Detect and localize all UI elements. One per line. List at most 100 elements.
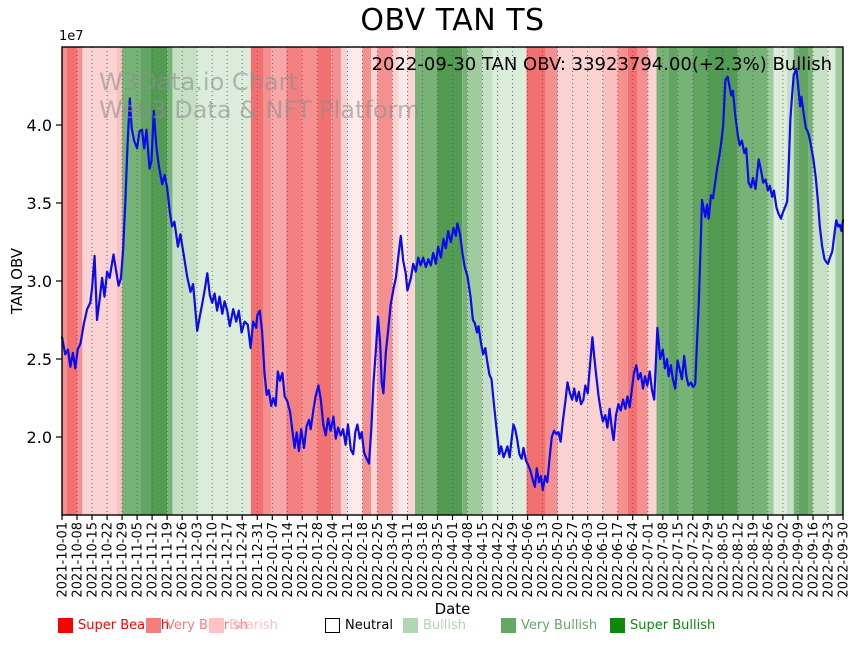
- x-tick-label: 2021-12-03: [191, 522, 206, 598]
- x-tick-label: 2022-06-03: [581, 522, 596, 598]
- sentiment-band: [66, 47, 77, 515]
- sentiment-band: [787, 47, 794, 515]
- sentiment-band: [151, 47, 168, 515]
- x-tick-label: 2022-07-29: [701, 522, 716, 598]
- legend-swatch-neutral: [325, 618, 340, 633]
- sentiment-band: [317, 47, 332, 515]
- x-tick-label: 2022-01-21: [296, 522, 311, 598]
- sentiment-band: [250, 47, 264, 515]
- sentiment-band: [371, 47, 378, 515]
- sentiment-band: [415, 47, 438, 515]
- x-tick-label: 2022-08-05: [716, 522, 731, 598]
- x-tick-label: 2022-01-28: [311, 522, 326, 598]
- sentiment-band: [808, 47, 813, 515]
- x-tick-label: 2022-09-30: [837, 522, 852, 598]
- x-tick-label: 2022-07-08: [656, 522, 671, 598]
- x-tick-label: 2022-05-27: [566, 522, 581, 598]
- x-tick-label: 2021-10-22: [101, 522, 116, 598]
- x-tick-label: 2022-08-19: [746, 522, 761, 598]
- x-tick-label: 2021-12-31: [251, 522, 266, 598]
- y-tick-label: 2.0: [27, 428, 52, 447]
- sentiment-band: [362, 47, 371, 515]
- x-tick-label: 2022-04-22: [491, 522, 506, 598]
- sentiment-band: [462, 47, 468, 515]
- x-tick-label: 2022-02-18: [356, 522, 371, 598]
- sentiment-band: [467, 47, 483, 515]
- obv-line: [60, 67, 845, 492]
- legend-item-bullish: Bullish: [403, 618, 466, 633]
- sentiment-band: [767, 47, 774, 515]
- y-tick-label: 4.0: [27, 116, 52, 135]
- sentiment-band: [271, 47, 287, 515]
- sentiment-band: [637, 47, 648, 515]
- legend-label: Very Bearish: [166, 618, 248, 633]
- x-tick-label: 2022-04-01: [446, 522, 461, 598]
- x-tick-label: 2022-03-11: [401, 522, 416, 598]
- sentiment-band: [545, 47, 558, 515]
- sentiment-band: [798, 47, 809, 515]
- x-tick-label: 2022-06-17: [611, 522, 626, 598]
- x-tick-label: 2021-10-01: [56, 522, 71, 598]
- x-tick-label: 2022-02-25: [371, 522, 386, 598]
- x-tick-label: 2021-11-26: [176, 522, 191, 598]
- x-axis-label: Date: [434, 600, 471, 618]
- legend-item-neutral: Neutral: [325, 618, 393, 633]
- x-tick-label: 2021-11-12: [146, 522, 161, 598]
- x-tick-label: 2022-02-04: [326, 522, 341, 598]
- legend-swatch-bullish: [403, 618, 418, 633]
- legend-item-very-bullish: Very Bullish: [501, 618, 597, 633]
- x-tick-label: 2022-06-24: [626, 522, 641, 598]
- x-tick-label: 2022-08-26: [761, 522, 776, 598]
- sentiment-band: [398, 47, 408, 515]
- x-tick-label: 2022-03-18: [416, 522, 431, 598]
- sentiment-band: [602, 47, 618, 515]
- legend-label: Very Bullish: [521, 618, 598, 633]
- legend-swatch-bearish: [209, 618, 224, 633]
- latest-value-annotation: 2022-09-30 TAN OBV: 33923794.00(+2.3%) B…: [371, 54, 832, 75]
- sentiment-band: [263, 47, 272, 515]
- x-tick-label: 2022-05-13: [536, 522, 551, 598]
- legend-swatch-super-bullish: [610, 618, 625, 633]
- y-axis-offset-label: 1e7: [59, 29, 84, 44]
- legend-label: Neutral: [345, 618, 393, 633]
- sentiment-band: [793, 47, 799, 515]
- legend: Super Bearish Very Bearish Bearish Neutr…: [0, 618, 853, 642]
- x-tick-label: 2022-09-23: [822, 522, 837, 598]
- x-tick-label: 2022-05-06: [521, 522, 536, 598]
- legend-label: Bearish: [229, 618, 278, 633]
- x-tick-label: 2022-04-08: [461, 522, 476, 598]
- sentiment-band: [172, 47, 198, 515]
- sentiment-band: [340, 47, 348, 515]
- x-tick-label: 2021-10-29: [116, 522, 131, 598]
- sentiment-band: [737, 47, 768, 515]
- legend-swatch-super-bearish: [58, 618, 73, 633]
- legend-item-super-bullish: Super Bullish: [610, 618, 715, 633]
- x-tick-label: 2022-04-15: [476, 522, 491, 598]
- y-tick-label: 2.5: [27, 350, 52, 369]
- x-tick-label: 2022-07-01: [641, 522, 656, 598]
- sentiment-band: [677, 47, 693, 515]
- x-tick-label: 2022-09-02: [776, 522, 791, 598]
- sentiment-band: [827, 47, 836, 515]
- sentiment-band: [526, 47, 546, 515]
- sentiment-band: [286, 47, 303, 515]
- legend-swatch-very-bearish: [146, 618, 161, 633]
- x-tick-label: 2022-07-15: [671, 522, 686, 598]
- y-tick-label: 3.0: [27, 272, 52, 291]
- sentiment-band: [302, 47, 318, 515]
- x-tick-label: 2022-07-22: [686, 522, 701, 598]
- legend-label: Super Bullish: [630, 618, 716, 633]
- legend-label: Bullish: [423, 618, 467, 633]
- x-tick-label: 2022-02-11: [341, 522, 356, 598]
- x-tick-label: 2022-08-12: [731, 522, 746, 598]
- x-tick-label: 2022-03-04: [386, 522, 401, 598]
- sentiment-band: [627, 47, 638, 515]
- sentiment-band: [617, 47, 628, 515]
- sentiment-band: [437, 47, 463, 515]
- sentiment-band: [167, 47, 173, 515]
- sentiment-band: [656, 47, 669, 515]
- x-tick-label: 2022-01-14: [281, 522, 296, 598]
- sentiment-band: [557, 47, 603, 515]
- x-tick-label: 2022-03-25: [431, 522, 446, 598]
- sentiment-band: [835, 47, 844, 515]
